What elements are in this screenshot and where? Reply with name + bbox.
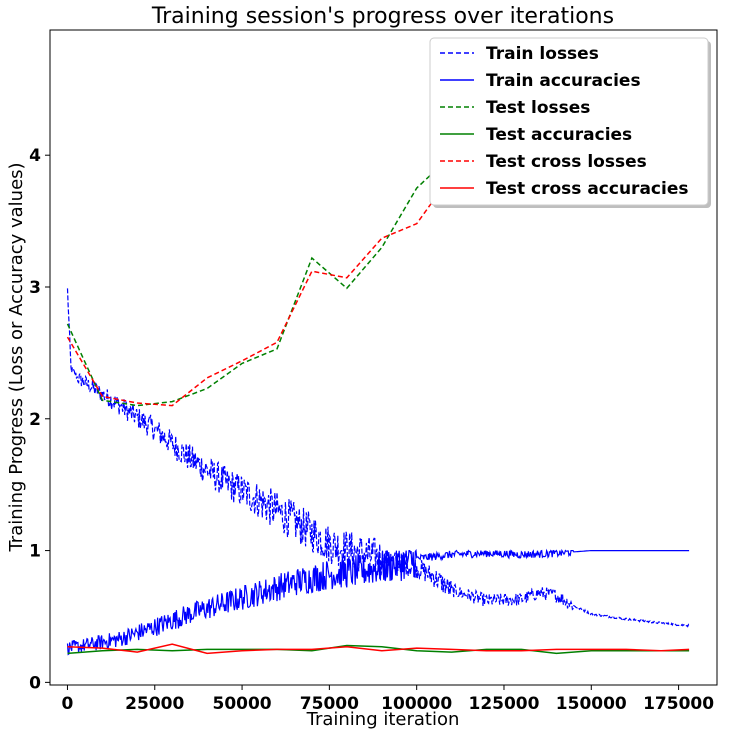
plot-frame: [49, 29, 718, 686]
legend-label: Test accuracies: [486, 125, 632, 145]
y-tick-label: 2: [29, 410, 41, 430]
y-tick-label: 0: [29, 673, 41, 693]
legend-label: Train accuracies: [486, 71, 641, 91]
legend-label: Test cross accuracies: [486, 179, 688, 199]
legend-box: [429, 37, 709, 206]
series-line-test-cross-losses: [66, 174, 453, 407]
x-tick-label: 150000: [556, 694, 627, 714]
y-tick-label: 3: [29, 278, 41, 298]
series-line-test-cross-accuracies: [67, 643, 690, 655]
y-axis-ticks: 0 1 2 3 4: [29, 146, 50, 693]
x-tick-label: 125000: [468, 694, 539, 714]
series-line-test-losses: [66, 154, 453, 407]
y-axis-label: Training Progress (Loss or Accuracy valu…: [6, 162, 27, 552]
x-tick-label: 100000: [381, 694, 452, 714]
x-tick-label: 25000: [125, 694, 184, 714]
x-tick-label: 50000: [212, 694, 271, 714]
x-tick-label: 75000: [300, 694, 359, 714]
chart-title: Training session's progress over iterati…: [151, 4, 614, 29]
series-line-train-losses: [66, 288, 690, 628]
series-line-train-accuracies: [66, 548, 690, 656]
x-axis-ticks: 0 25000 50000 75000 100000 125000 150000 175000: [62, 685, 714, 714]
x-tick-label: 175000: [643, 694, 714, 714]
legend-label: Test cross losses: [486, 152, 647, 172]
legend-label: Train losses: [486, 44, 599, 64]
legend: Train losses Train accuracies Test losses T…: [429, 37, 711, 208]
y-tick-label: 1: [29, 542, 41, 562]
series-layer: [66, 154, 690, 656]
series-line-test-accuracies: [67, 644, 690, 655]
y-tick-label: 4: [29, 146, 41, 166]
x-axis-label: Training iteration: [306, 709, 460, 730]
legend-label: Test losses: [486, 98, 590, 118]
x-tick-label: 0: [62, 694, 74, 714]
